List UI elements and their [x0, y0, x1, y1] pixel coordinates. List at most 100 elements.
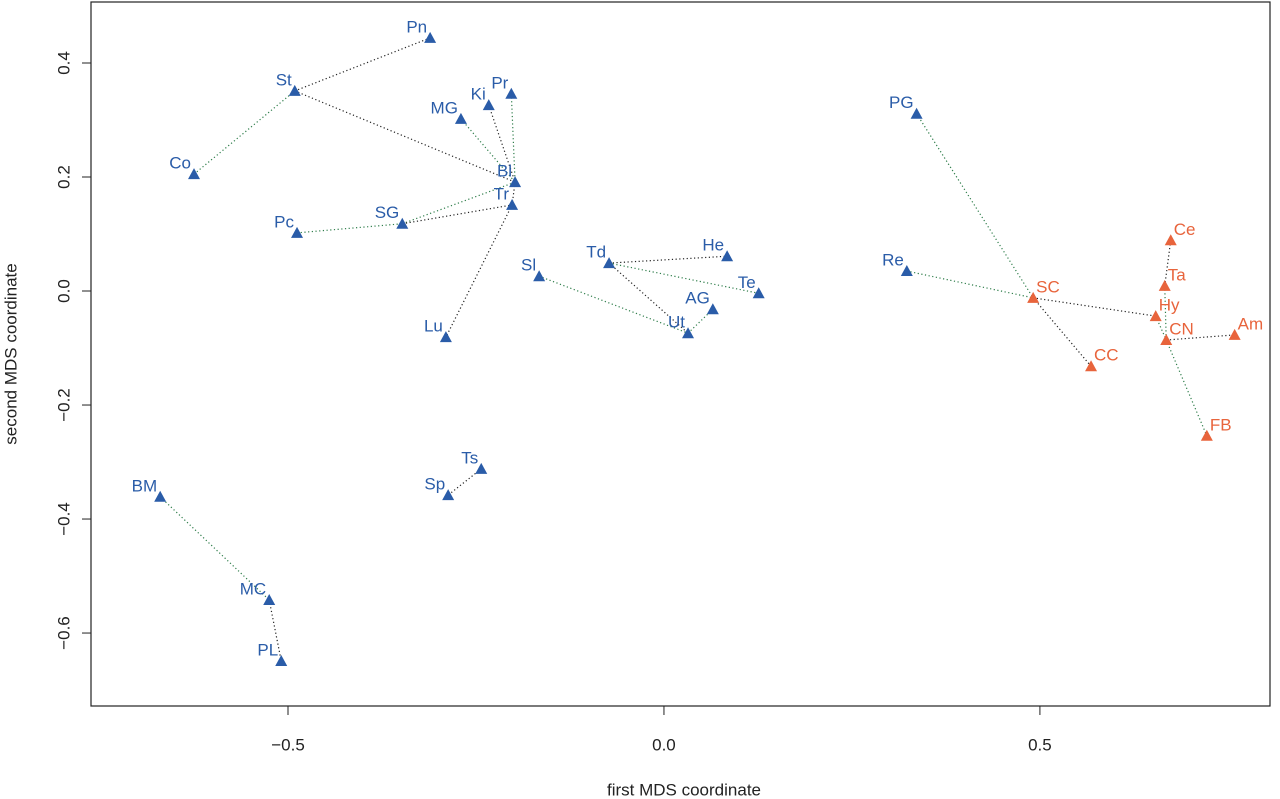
- point: [288, 84, 301, 96]
- point: [1164, 234, 1177, 246]
- link: [268, 599, 282, 662]
- point-label: Am: [1238, 314, 1264, 333]
- point-label: Td: [586, 243, 606, 262]
- point: [603, 257, 616, 269]
- point: [454, 112, 467, 124]
- point-label: Sl: [521, 256, 536, 275]
- point-label: MC: [240, 579, 266, 598]
- point-label: SC: [1036, 277, 1060, 296]
- link: [916, 113, 1034, 299]
- point-label: Ce: [1174, 220, 1196, 239]
- x-tick-label: 0.5: [1028, 735, 1052, 754]
- link: [906, 270, 1034, 299]
- x-axis-title: first MDS coordinate: [607, 780, 761, 799]
- point-label: PL: [257, 640, 278, 659]
- point: [505, 87, 518, 99]
- point-label: SG: [375, 203, 400, 222]
- point: [424, 31, 437, 43]
- point-label: FB: [1210, 415, 1232, 434]
- link: [159, 496, 270, 601]
- link: [609, 255, 728, 264]
- point: [275, 654, 288, 666]
- point: [1160, 334, 1173, 346]
- point-label: Ts: [461, 448, 478, 467]
- link: [1166, 334, 1235, 341]
- point: [1027, 291, 1040, 303]
- link: [193, 90, 296, 175]
- point-label: CC: [1094, 346, 1119, 365]
- link: [296, 223, 403, 234]
- link: [1165, 339, 1208, 437]
- point-label: Pc: [274, 212, 294, 231]
- point: [509, 176, 522, 188]
- point: [1158, 279, 1171, 291]
- point-label: MG: [431, 98, 458, 117]
- point-label: Tr: [494, 184, 510, 203]
- link: [402, 181, 516, 225]
- point-label: He: [702, 236, 724, 255]
- x-tick-label: 0.0: [652, 735, 676, 754]
- point-label: AG: [685, 289, 710, 308]
- point: [263, 593, 276, 605]
- link: [1033, 297, 1156, 317]
- point: [1228, 328, 1241, 340]
- y-tick-label: 0.4: [54, 51, 73, 75]
- y-axis-title: second MDS coordinate: [1, 263, 20, 444]
- point-label: St: [276, 70, 292, 89]
- point-label: Re: [882, 251, 904, 270]
- point-label: CN: [1169, 320, 1194, 339]
- link: [460, 118, 516, 183]
- point: [900, 265, 913, 277]
- point: [506, 198, 519, 210]
- link: [1032, 297, 1092, 367]
- point: [439, 331, 452, 343]
- point-label: PG: [889, 93, 914, 112]
- point: [291, 226, 304, 238]
- link: [294, 90, 516, 183]
- point-label: Ta: [1168, 265, 1187, 284]
- point-label: Sp: [424, 475, 445, 494]
- point-label: BM: [132, 476, 158, 495]
- point: [442, 489, 455, 501]
- point: [910, 107, 923, 119]
- plot-frame: [90, 1, 1271, 707]
- link: [402, 204, 513, 225]
- link: [488, 104, 516, 183]
- point-label: Pr: [491, 73, 508, 92]
- link: [1164, 285, 1167, 341]
- link: [608, 262, 689, 334]
- point: [482, 99, 495, 111]
- point-label: Ut: [668, 313, 685, 332]
- link: [294, 37, 431, 92]
- point: [1200, 429, 1213, 441]
- point-label: Lu: [424, 317, 443, 336]
- link: [1164, 240, 1172, 286]
- link: [445, 204, 513, 338]
- point: [752, 287, 765, 299]
- point: [188, 168, 201, 180]
- point: [533, 270, 546, 282]
- point: [682, 327, 695, 339]
- point-label: Ki: [471, 85, 486, 104]
- point-label: Te: [738, 273, 756, 292]
- point: [154, 490, 167, 502]
- point-label: Hy: [1159, 296, 1180, 315]
- link: [608, 262, 759, 294]
- y-tick-label: −0.6: [54, 616, 73, 650]
- y-tick-label: 0.2: [54, 165, 73, 189]
- point: [721, 250, 734, 262]
- point-label: Co: [169, 154, 191, 173]
- point: [1149, 310, 1162, 322]
- point: [396, 217, 409, 229]
- point-label: Bl: [497, 162, 512, 181]
- point: [706, 303, 719, 315]
- y-tick-label: −0.4: [54, 502, 73, 536]
- y-tick-label: −0.2: [54, 388, 73, 422]
- point: [1085, 360, 1098, 372]
- link: [538, 275, 689, 334]
- point-label: Pn: [406, 17, 427, 36]
- point: [475, 462, 488, 474]
- y-tick-label: 0.0: [54, 279, 73, 303]
